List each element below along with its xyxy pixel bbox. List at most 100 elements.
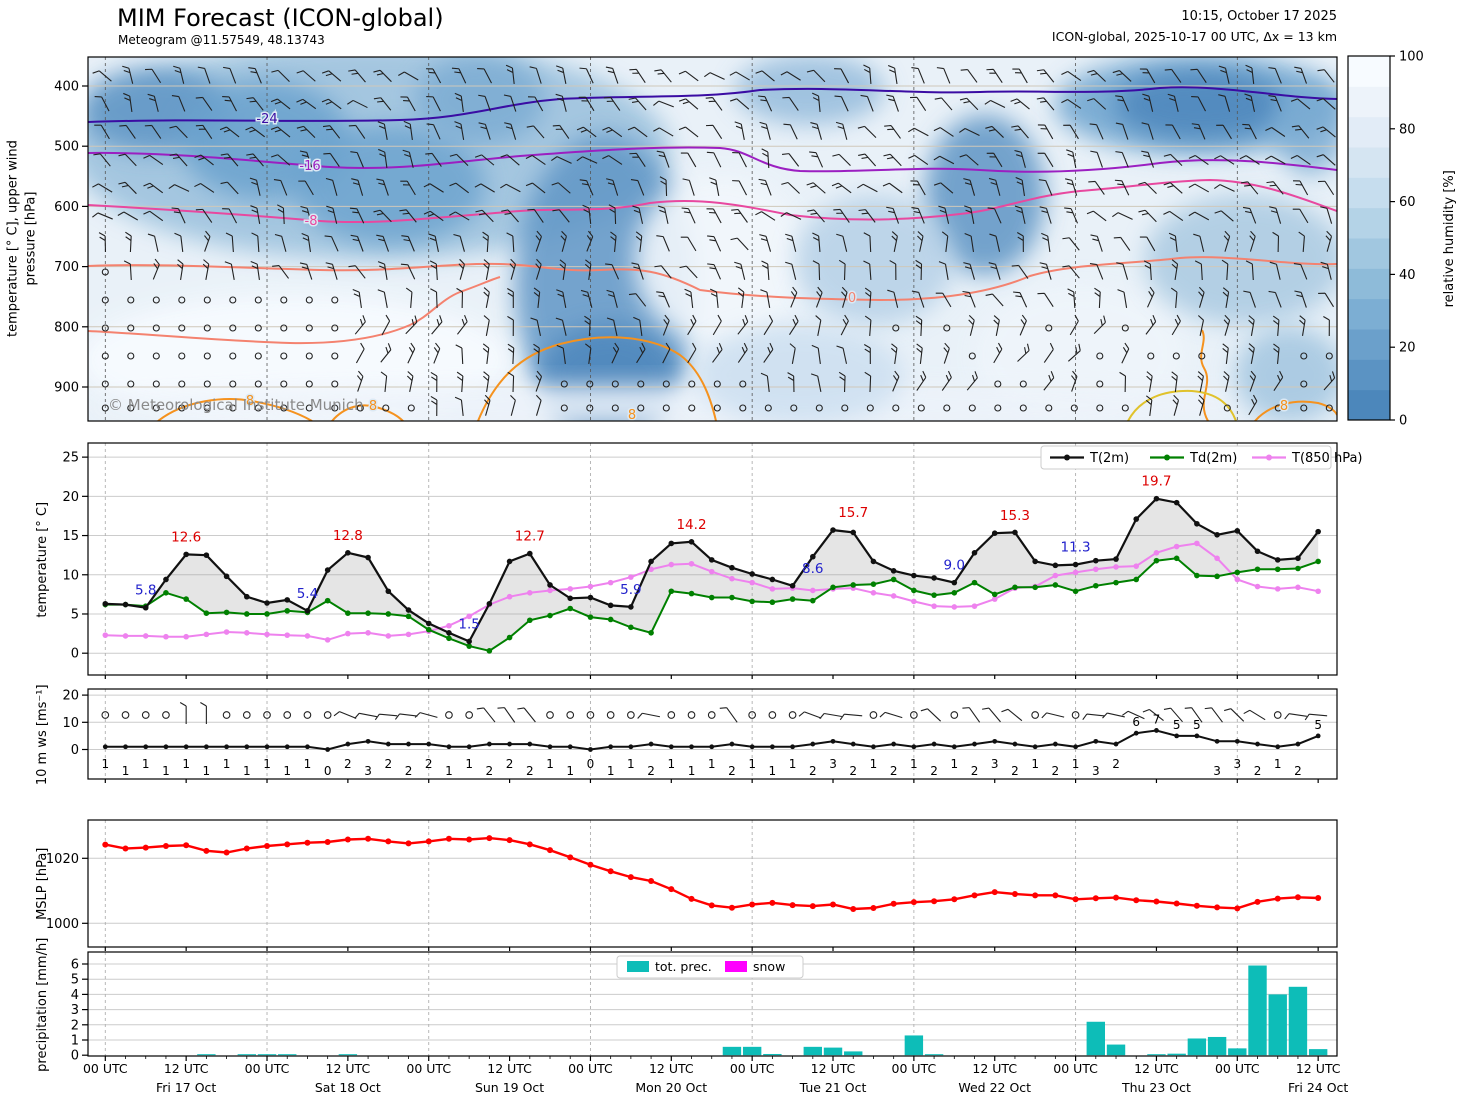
wind-barb-field (92, 64, 1336, 417)
ws-value: 2 (809, 764, 817, 778)
ws-value: 3 (364, 764, 372, 778)
contour-label: -16 (299, 159, 320, 174)
x-tick-label: 12 UTC (326, 1061, 371, 1076)
colorbar-tick-label: 0 (1399, 414, 1407, 429)
humidity-colorbar: 0 20 40 60 80 100 (1347, 50, 1424, 429)
ws-value: 1 (203, 764, 211, 778)
x-tick-label: 00 UTC (406, 1061, 451, 1076)
ws-value: 1 (101, 757, 109, 771)
precip-bar (823, 1047, 843, 1056)
ws-value: 1 (789, 757, 797, 771)
ws-value: 1 (223, 757, 231, 771)
day-label: Mon 20 Oct (635, 1080, 707, 1095)
surface-barb-row (101, 702, 1328, 724)
precip-bar (763, 1053, 782, 1056)
page-title: MIM Forecast (ICON-global) (117, 4, 444, 32)
x-tick-label: 00 UTC (568, 1061, 613, 1076)
precip-bar (803, 1046, 823, 1056)
ws-value: 3 (1233, 757, 1241, 771)
ws-value: 2 (526, 764, 534, 778)
x-tick-label: 12 UTC (164, 1061, 209, 1076)
day-label: Fri 24 Oct (1288, 1080, 1348, 1095)
precip-legend: tot. prec. snow (616, 955, 804, 979)
ws-value: 1 (748, 757, 756, 771)
x-tick-label: 00 UTC (892, 1061, 937, 1076)
precip-bar (844, 1051, 863, 1056)
ws-value: 0 (324, 764, 332, 778)
ws-value: 1 (708, 757, 716, 771)
precip-bar (1106, 1044, 1126, 1056)
temp-min-label: 8.6 (802, 561, 823, 577)
model-run-info: ICON-global, 2025-10-17 00 UTC, Δx = 13 … (1051, 29, 1337, 44)
precip-bar (278, 1054, 297, 1056)
wind-panel-ylabel: 10 m ws [ms⁻¹] (35, 684, 51, 786)
ws-value: 2 (506, 757, 514, 771)
ws-value: 2 (405, 764, 413, 778)
legend-entry-label: snow (753, 959, 785, 974)
contour-label: 8 (628, 408, 636, 423)
issue-datetime: 10:15, October 17 2025 (1181, 9, 1337, 24)
ws-value: 3 (1092, 764, 1100, 778)
temp-max-label: 12.7 (515, 529, 545, 545)
ws-value: 1 (182, 757, 190, 771)
y-tick-label: 1 (71, 1034, 79, 1049)
y-tick-label: 0 (71, 647, 79, 662)
upper-air-panel: -24 -16 -8 0 8 8 8 8 400 500 600 700 800 900 (54, 56, 1338, 425)
ws-value: 7 (1153, 712, 1161, 726)
ws-value: 5 (1193, 718, 1201, 732)
precip-bar (197, 1054, 216, 1056)
x-tick-label: 12 UTC (649, 1061, 694, 1076)
colorbar-label: relative humidity [%] (1442, 170, 1458, 308)
ws-value: 1 (950, 757, 958, 771)
ws-value: 2 (930, 764, 938, 778)
x-tick-label: 00 UTC (245, 1061, 290, 1076)
y-tick-label: 25 (62, 451, 79, 466)
y-tick-label: 4 (71, 988, 79, 1003)
ws-value: 1 (870, 757, 878, 771)
ws-value: 1 (283, 764, 291, 778)
ws-value: 2 (1112, 757, 1120, 771)
contour-label: -24 (256, 112, 277, 127)
contour-label: -8 (305, 214, 318, 229)
ws-value: 2 (1011, 764, 1019, 778)
ws-value: 2 (486, 764, 494, 778)
y-tick-label: 20 (62, 689, 79, 704)
y-tick-label: 5 (71, 607, 79, 622)
mslp-panel: 1000 1020 (46, 819, 1338, 951)
temp-max-label: 15.3 (1000, 508, 1030, 524)
legend-entry-label: T(850 hPa) (1291, 451, 1363, 466)
contour-label: 8 (246, 394, 254, 409)
ws-value: 1 (607, 764, 615, 778)
y-tick-label: 20 (62, 490, 79, 505)
pressure-tick-label: 500 (54, 140, 79, 155)
temp-min-label: 1.5 (458, 616, 479, 632)
ws-value: 2 (849, 764, 857, 778)
precip-bar (742, 1046, 762, 1056)
day-label: Sat 18 Oct (315, 1080, 381, 1095)
precip-bar (237, 1054, 257, 1056)
precip-panel-ylabel: precipitation [mm/h] (35, 937, 51, 1072)
y-tick-label: 1020 (46, 852, 79, 867)
x-tick-label: 12 UTC (1296, 1061, 1341, 1076)
precip-bar (1167, 1053, 1186, 1056)
y-tick-label: 0 (71, 743, 79, 758)
temp-min-label: 5.8 (135, 583, 156, 599)
temp-min-label: 5.4 (297, 586, 318, 602)
day-label: Fri 17 Oct (156, 1080, 216, 1095)
precip-bar (1268, 994, 1287, 1056)
ws-value: 1 (667, 757, 675, 771)
temp-min-label: 5.9 (620, 582, 641, 598)
ws-value: 1 (769, 764, 777, 778)
precip-bar (1207, 1036, 1227, 1056)
ws-value: 1 (263, 757, 271, 771)
ws-value: 1 (1031, 757, 1039, 771)
x-tick-label: 00 UTC (730, 1061, 775, 1076)
legend-entry-label: Td(2m) (1189, 451, 1237, 466)
ws-value: 2 (647, 764, 655, 778)
precip-bar (1086, 1021, 1106, 1056)
ws-value: 1 (243, 764, 251, 778)
colorbar-tick-label: 40 (1399, 268, 1416, 283)
ws-value: 2 (1254, 764, 1262, 778)
temp-max-label: 14.2 (676, 517, 706, 533)
